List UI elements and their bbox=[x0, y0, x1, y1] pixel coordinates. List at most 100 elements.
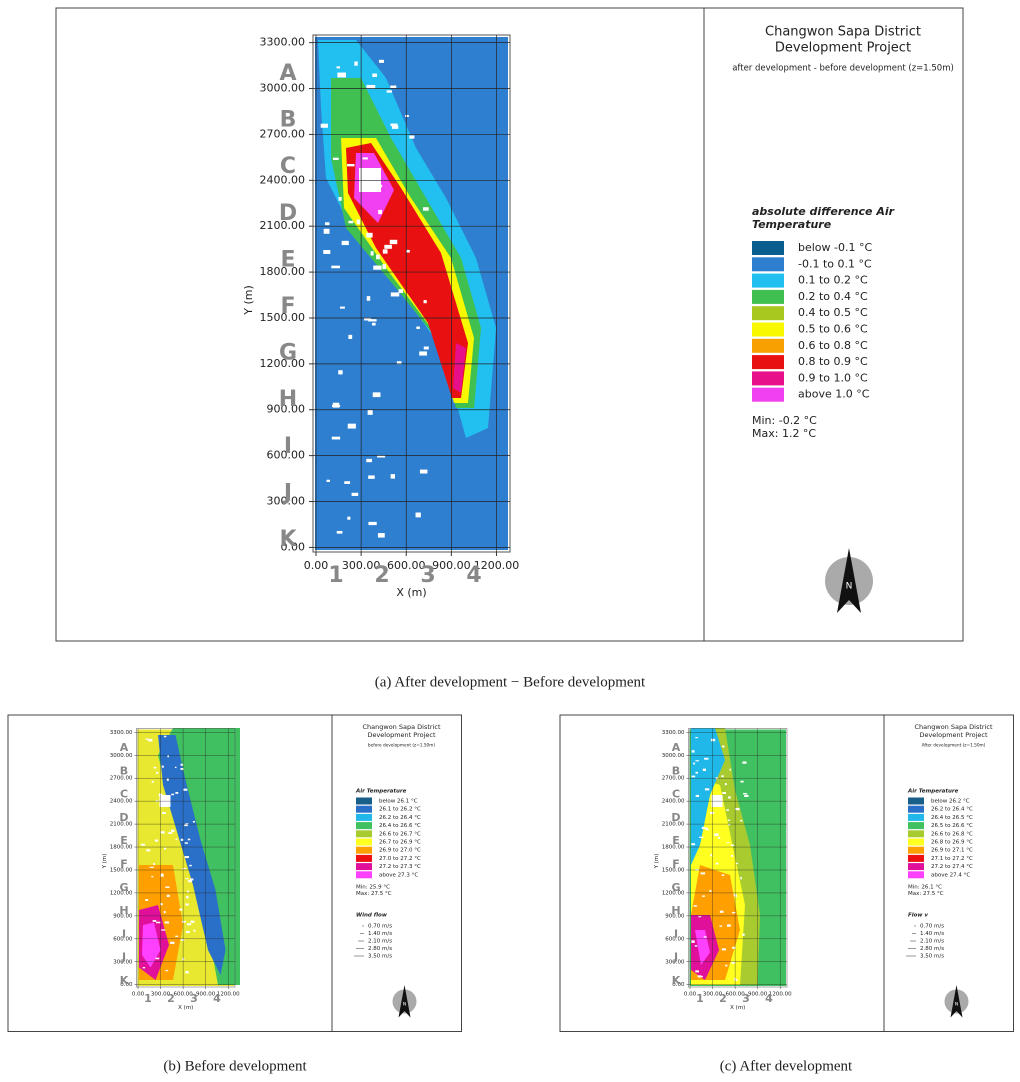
legend-swatch bbox=[752, 355, 784, 370]
building bbox=[423, 300, 427, 304]
building bbox=[145, 899, 149, 901]
legend-swatch bbox=[752, 387, 784, 402]
row-label: I bbox=[674, 927, 678, 940]
building bbox=[325, 222, 330, 226]
y-tick-label: 1500.00 bbox=[260, 311, 306, 324]
building bbox=[730, 855, 734, 857]
building bbox=[740, 819, 743, 822]
building bbox=[187, 890, 189, 893]
x-tick-label: 0.00 bbox=[132, 992, 145, 998]
row-label: B bbox=[280, 108, 297, 133]
building bbox=[188, 879, 193, 883]
row-label: I bbox=[284, 434, 292, 459]
building bbox=[709, 890, 712, 892]
wind-legend-label: 3.50 m/s bbox=[368, 954, 392, 960]
row-label: D bbox=[671, 811, 680, 824]
y-tick-label: 2700.00 bbox=[662, 776, 685, 782]
building bbox=[732, 946, 736, 949]
x-tick-label: 900.00 bbox=[432, 559, 471, 572]
building bbox=[180, 767, 184, 770]
x-tick-label: 0.00 bbox=[304, 559, 329, 572]
y-tick-label: 1800.00 bbox=[260, 265, 306, 278]
building bbox=[704, 757, 709, 760]
wind-legend-label: 2.80 m/s bbox=[368, 946, 392, 952]
building bbox=[419, 351, 427, 356]
building bbox=[701, 826, 705, 830]
building bbox=[337, 72, 347, 78]
building bbox=[721, 745, 725, 748]
y-axis-label: Y (m) bbox=[654, 854, 660, 870]
building bbox=[729, 768, 732, 771]
building bbox=[370, 251, 374, 256]
legend-label: 0.1 to 0.2 °C bbox=[798, 274, 868, 287]
building bbox=[368, 475, 375, 479]
legend-swatch bbox=[752, 322, 784, 337]
panel-subtitle: After development (z=1.50m) bbox=[922, 743, 986, 749]
building bbox=[726, 842, 730, 844]
panel-title: Changwon Sapa District bbox=[363, 723, 441, 731]
legend-label: 27.0 to 27.2 °C bbox=[379, 856, 421, 862]
building bbox=[151, 875, 154, 878]
row-label: C bbox=[672, 788, 680, 801]
building bbox=[154, 839, 159, 842]
legend-swatch bbox=[356, 830, 372, 838]
min-label: Min: 25.9 °C bbox=[356, 885, 390, 891]
column-label: 2 bbox=[167, 992, 175, 1005]
y-tick-label: 2100.00 bbox=[662, 822, 685, 828]
wind-legend-label: 2.80 m/s bbox=[920, 946, 944, 952]
legend-swatch bbox=[356, 838, 372, 846]
building bbox=[367, 410, 373, 415]
building bbox=[145, 738, 150, 740]
legend-label: 26.1 to 26.2 °C bbox=[379, 807, 421, 813]
row-label: K bbox=[120, 974, 129, 987]
building bbox=[725, 964, 728, 967]
building bbox=[415, 512, 421, 518]
row-label: A bbox=[672, 741, 681, 754]
y-tick-label: 3000.00 bbox=[110, 753, 133, 759]
legend-title: Temperature bbox=[752, 218, 832, 231]
row-label: H bbox=[119, 904, 128, 917]
legend-swatch bbox=[908, 830, 924, 838]
panel-title: Changwon Sapa District bbox=[915, 723, 993, 731]
building bbox=[727, 823, 731, 826]
row-label: A bbox=[279, 61, 296, 86]
min-label: Min: -0.2 °C bbox=[752, 414, 817, 427]
building bbox=[693, 762, 696, 765]
building bbox=[180, 763, 184, 766]
row-label: J bbox=[673, 951, 678, 964]
x-tick-label: 300.00 bbox=[703, 992, 723, 998]
column-label: 1 bbox=[696, 992, 704, 1005]
building bbox=[727, 924, 731, 927]
caption: (c) After development bbox=[720, 1058, 853, 1074]
building bbox=[391, 125, 399, 129]
building bbox=[362, 157, 368, 160]
building bbox=[175, 935, 179, 938]
building bbox=[326, 479, 330, 482]
legend-swatch bbox=[908, 871, 924, 879]
column-label: 3 bbox=[190, 992, 198, 1005]
caption: (a) After development − Before developme… bbox=[375, 674, 646, 690]
y-tick-label: 900.00 bbox=[113, 913, 133, 919]
building bbox=[185, 971, 189, 974]
building bbox=[347, 516, 351, 520]
row-label: H bbox=[279, 387, 297, 412]
legend-swatch bbox=[908, 838, 924, 846]
building bbox=[142, 967, 146, 969]
legend-title: absolute difference Air bbox=[752, 205, 895, 218]
legend-swatch bbox=[356, 863, 372, 871]
building bbox=[185, 903, 189, 906]
building bbox=[189, 864, 192, 867]
row-label: K bbox=[672, 974, 681, 987]
building bbox=[174, 766, 177, 769]
y-tick-label: 2700.00 bbox=[260, 127, 306, 140]
legend-label: 26.4 to 26.5 °C bbox=[931, 815, 973, 821]
y-tick-label: 1500.00 bbox=[110, 867, 133, 873]
building bbox=[166, 894, 170, 897]
y-tick-label: 2100.00 bbox=[110, 822, 133, 828]
panel-frame bbox=[55, 7, 964, 642]
row-label: F bbox=[120, 858, 128, 871]
building bbox=[356, 219, 361, 225]
legend-label: 26.6 to 26.8 °C bbox=[931, 831, 973, 837]
row-label: D bbox=[279, 201, 297, 226]
building bbox=[722, 791, 726, 795]
